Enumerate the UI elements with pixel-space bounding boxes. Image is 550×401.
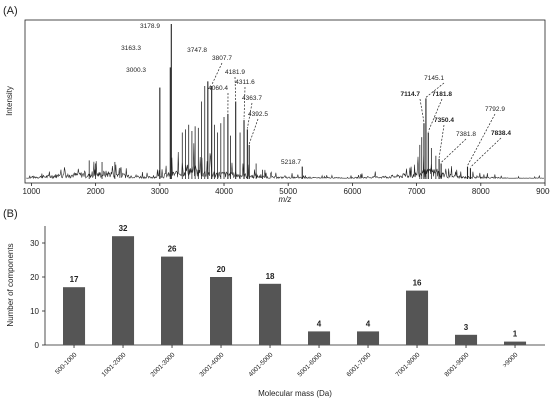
bar-value-label: 4: [366, 319, 371, 328]
spectrum-x-axis-title: m/z: [279, 195, 292, 204]
bar-value-label: 1: [513, 330, 518, 339]
spectrum-x-tick-label: 1000: [23, 187, 41, 196]
peak-label-leader: [247, 102, 253, 129]
bar-category-label: 2001-3000: [150, 351, 177, 378]
bar-value-label: 32: [119, 224, 128, 233]
peak-label-leader: [234, 76, 237, 101]
peak-label-leader: [248, 118, 259, 145]
bar-value-label: 26: [168, 245, 177, 254]
bar-y-tick-group: 0 10 20 30: [30, 239, 45, 350]
spectrum-x-tick-label: 3000: [151, 187, 169, 196]
peak-label: 4392.5: [248, 111, 268, 118]
peak-label-leader: [419, 98, 425, 123]
spectrum-x-tick-label: 5000: [279, 187, 297, 196]
spectrum-y-axis-title: Intensity: [5, 86, 14, 116]
peak-label: 7792.9: [485, 106, 505, 113]
bar: [63, 287, 86, 345]
bar-category-label: >9000: [502, 351, 520, 369]
bar: [455, 334, 478, 345]
peak-label-leader: [425, 82, 445, 98]
peak-label-leader: [211, 62, 223, 86]
peak-label: 3747.8: [187, 47, 207, 54]
bar-x-axis-title: Molecular mass (Da): [258, 389, 332, 398]
bar-value-label: 18: [266, 272, 275, 281]
bar-y-tick-label: 10: [30, 307, 39, 316]
peak-label-group: 3000.3 3163.3 3178.9 3747.8 3807.7 4060.4 4181…: [121, 23, 511, 168]
bar-category-label: 4001-5000: [248, 351, 275, 378]
bar: [210, 277, 233, 345]
spectrum-baseline-trace: [26, 143, 544, 180]
bar-value-label: 4: [317, 319, 322, 328]
peak-label: 5218.7: [281, 159, 301, 166]
peak-label-leader: [427, 98, 443, 132]
peak-label: 7350.4: [434, 117, 454, 124]
bar-y-tick-label: 20: [30, 273, 39, 282]
peak-label: 7381.8: [456, 131, 476, 138]
peak-label: 7181.8: [432, 91, 452, 98]
spectrum-x-tick-group: 1000 2000 3000 4000 5000 6000 7000 8000 9000: [23, 183, 550, 196]
bar-category-label: 1001-2000: [101, 351, 128, 378]
peak-label: 4311.6: [235, 79, 255, 86]
peak-label: 3163.3: [121, 45, 141, 52]
spectrum-x-tick-label: 9000: [536, 187, 550, 196]
bar-y-tick-label: 30: [30, 239, 39, 248]
bar: [504, 341, 527, 345]
bar-y-axis-title: Number of components: [6, 243, 15, 326]
bar: [308, 331, 331, 345]
bar-category-label: 5001-6000: [297, 351, 324, 378]
peak-label: 3807.7: [212, 55, 232, 62]
bar-category-label: 6001-7000: [346, 351, 373, 378]
spectrum-x-tick-label: 6000: [344, 187, 362, 196]
bar: [259, 283, 282, 345]
spectrum-x-tick-label: 8000: [472, 187, 490, 196]
spectrum-x-tick-label: 2000: [87, 187, 105, 196]
peak-label: 4060.4: [208, 85, 228, 92]
spectrum-plot-frame: [24, 19, 546, 184]
bar-category-label: 8001-9000: [444, 351, 471, 378]
peak-label: 4181.9: [225, 69, 245, 76]
spectrum-x-tick-label: 4000: [215, 187, 233, 196]
bar-value-label: 16: [413, 279, 422, 288]
bar: [161, 256, 184, 345]
spectrum-panel: (A) 3000.3 3163.3 3178.9 3747.8 3807.7 4060.4…: [3, 5, 550, 204]
spectrum-trace-group: [26, 24, 544, 180]
panel-b-label: (B): [3, 208, 18, 220]
peak-label: 7145.1: [424, 75, 444, 82]
bar: [112, 236, 135, 345]
bar-category-label: 500-1000: [54, 351, 79, 376]
bar-category-label: 3001-4000: [199, 351, 226, 378]
bar-chart-panel: (B) 0 10 20 30 17 500-1000 32 1001-2000 26 2001-…: [3, 208, 545, 398]
bar: [357, 331, 380, 345]
spectrum-x-tick-label: 7000: [408, 187, 426, 196]
peak-label: 4363.7: [242, 95, 262, 102]
peak-label-leader: [438, 124, 445, 158]
bar-y-tick-label: 0: [35, 341, 40, 350]
peak-label: 7114.7: [400, 91, 420, 98]
bar-value-label: 17: [70, 275, 79, 284]
peak-label: 7838.4: [491, 130, 511, 137]
panel-a-label: (A): [3, 5, 18, 17]
peak-label-leader: [440, 138, 467, 163]
peak-label: 3000.3: [126, 67, 146, 74]
bar-value-label: 3: [464, 323, 469, 332]
bar-category-label: 7001-8000: [395, 351, 422, 378]
bar-group: 17 500-1000 32 1001-2000 26 2001-3000 20 3001-4…: [54, 224, 527, 378]
peak-label-leader: [470, 137, 502, 168]
peak-label-leader: [467, 113, 496, 166]
peak-label-leader: [243, 86, 246, 120]
peak-label: 3178.9: [140, 23, 160, 30]
bar-value-label: 20: [217, 265, 226, 274]
bar: [406, 290, 429, 345]
